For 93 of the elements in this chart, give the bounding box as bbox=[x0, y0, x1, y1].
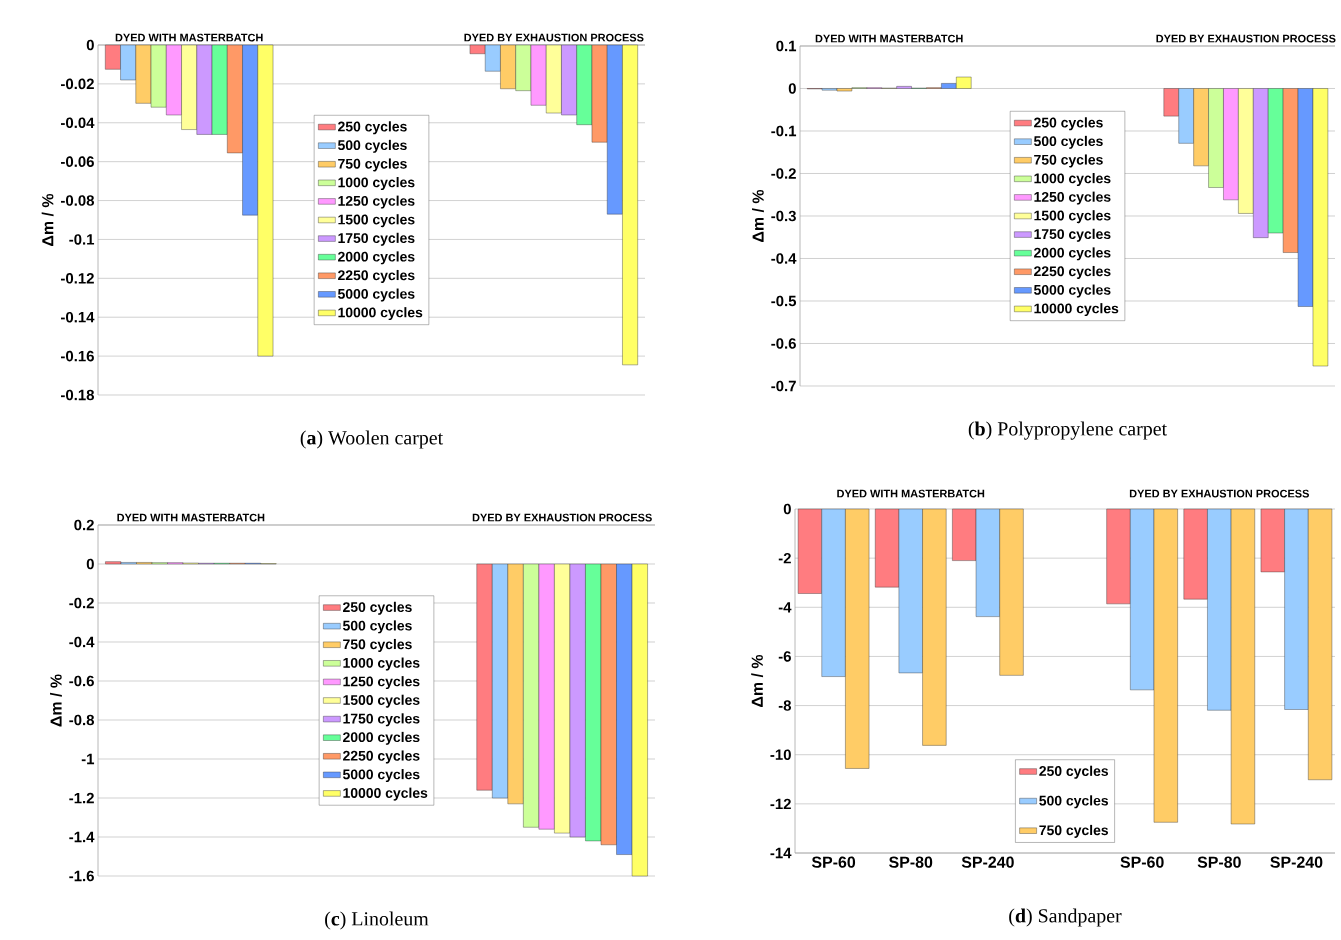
legend-label: 1250 cycles bbox=[338, 195, 415, 209]
legend-label: 1750 cycles bbox=[343, 713, 420, 727]
legend-label: 1750 cycles bbox=[1034, 228, 1111, 242]
x-tick-label: DYED WITH MASTERBATCH bbox=[815, 34, 963, 43]
legend-label: 500 cycles bbox=[342, 620, 412, 634]
legend-label: 2000 cycles bbox=[338, 251, 415, 265]
y-tick-label: -8 bbox=[778, 700, 792, 711]
legend-label: 5000 cycles bbox=[1033, 284, 1111, 298]
y-tick-label: -0.3 bbox=[771, 210, 796, 222]
y-tick-label: -0.16 bbox=[61, 350, 94, 362]
y-tick-label: -1 bbox=[81, 753, 95, 765]
legend-label: 1500 cycles bbox=[1034, 210, 1111, 224]
y-tick-label: -0.6 bbox=[771, 338, 796, 349]
legend-label: 500 cycles bbox=[1039, 795, 1109, 809]
y-tick-label: -1.6 bbox=[69, 870, 94, 882]
x-tick-label: DYED WITH MASTERBATCH bbox=[115, 33, 263, 42]
y-tick-label: -2 bbox=[778, 552, 791, 564]
legend-label: 1000 cycles bbox=[343, 657, 420, 671]
legend-label: 5000 cycles bbox=[342, 769, 420, 783]
x-tick-label: DYED BY EXHAUSTION PROCESS bbox=[1156, 34, 1336, 43]
x-tick-label: SP-60 bbox=[811, 856, 856, 868]
legend-label: 1500 cycles bbox=[343, 694, 420, 708]
text: DYED BY EXHAUSTION PROCESS bbox=[1129, 489, 1309, 498]
legend-label: 500 cycles bbox=[1033, 135, 1103, 149]
y-tick-label: -0.6 bbox=[69, 675, 94, 687]
legend-label: 1750 cycles bbox=[338, 232, 415, 246]
y-tick-label: 0 bbox=[86, 39, 94, 51]
legend-label: 1000 cycles bbox=[338, 177, 415, 191]
y-tick-label: -0.1 bbox=[69, 234, 95, 245]
legend-label: 1500 cycles bbox=[338, 214, 415, 228]
y-tick-label: -0.18 bbox=[61, 389, 95, 401]
y-tick-label: -0.08 bbox=[61, 195, 95, 206]
y-axis-title: Δm / % bbox=[50, 674, 62, 727]
legend-label: 1250 cycles bbox=[343, 676, 420, 690]
y-tick-label: 0.1 bbox=[776, 40, 797, 52]
y-tick-label: -0.02 bbox=[61, 78, 94, 90]
text: (c) Linoleum bbox=[325, 911, 429, 930]
legend-label: 10000 cycles bbox=[338, 307, 423, 321]
legend-label: 1250 cycles bbox=[1034, 191, 1111, 205]
text: DYED WITH MASTERBATCH bbox=[837, 489, 985, 498]
x-tick-label: SP-240 bbox=[961, 856, 1014, 868]
legend-label: 500 cycles bbox=[337, 139, 407, 153]
y-tick-label: -6 bbox=[778, 651, 791, 662]
y-tick-label: -0.1 bbox=[771, 125, 797, 137]
y-tick-label: -0.4 bbox=[771, 253, 797, 264]
legend-label: 10000 cycles bbox=[1034, 303, 1119, 317]
legend-label: 2250 cycles bbox=[338, 269, 415, 283]
legend-label: 1000 cycles bbox=[1034, 173, 1111, 187]
y-tick-label: -0.12 bbox=[61, 273, 94, 284]
y-tick-label: -12 bbox=[770, 798, 791, 810]
legend-label: 2000 cycles bbox=[1034, 247, 1111, 261]
y-tick-label: -1.2 bbox=[69, 792, 94, 804]
legend-label: 750 cycles bbox=[1034, 154, 1103, 168]
legend-label: 2250 cycles bbox=[343, 750, 420, 764]
y-tick-label: 0 bbox=[86, 558, 94, 570]
y-tick-label: -14 bbox=[770, 847, 792, 859]
y-tick-label: 0.2 bbox=[74, 519, 94, 531]
legend-label: 750 cycles bbox=[338, 158, 407, 172]
y-axis-title: Δm / % bbox=[752, 189, 764, 242]
legend-label: 250 cycles bbox=[343, 601, 412, 615]
y-tick-label: -0.2 bbox=[771, 168, 796, 179]
legend-label: 250 cycles bbox=[1034, 117, 1103, 131]
legend-label: 750 cycles bbox=[1039, 824, 1109, 838]
x-tick-label: SP-80 bbox=[1197, 856, 1241, 868]
y-tick-label: -0.7 bbox=[771, 380, 796, 392]
text: (a) Woolen carpet bbox=[300, 430, 444, 449]
y-axis-title: Δm / % bbox=[751, 654, 764, 707]
x-tick-label: DYED BY EXHAUSTION PROCESS bbox=[464, 33, 644, 42]
y-tick-label: -0.8 bbox=[69, 714, 95, 726]
y-tick-label: -0.04 bbox=[61, 117, 95, 129]
y-tick-label: -1.4 bbox=[69, 831, 95, 843]
text: (b) Polypropylene carpet bbox=[968, 421, 1168, 440]
legend-label: 2250 cycles bbox=[1034, 265, 1111, 279]
y-tick-label: 0 bbox=[783, 503, 791, 515]
y-tick-label: 0 bbox=[788, 83, 796, 94]
x-tick-label: SP-60 bbox=[1120, 856, 1164, 868]
y-tick-label: -0.4 bbox=[69, 636, 95, 648]
legend-label: 250 cycles bbox=[1039, 765, 1109, 779]
legend-label: 750 cycles bbox=[343, 638, 412, 652]
text: (d) Sandpaper bbox=[1009, 908, 1122, 927]
legend-label: 2000 cycles bbox=[343, 731, 420, 745]
legend-label: 10000 cycles bbox=[343, 787, 428, 801]
legend-label: 5000 cycles bbox=[337, 288, 415, 302]
y-tick-label: -0.06 bbox=[61, 156, 94, 167]
y-tick-label: -10 bbox=[770, 749, 791, 760]
y-tick-label: -0.2 bbox=[69, 597, 94, 609]
y-tick-label: -0.5 bbox=[771, 295, 797, 307]
y-tick-label: -0.14 bbox=[61, 311, 95, 323]
y-axis-title: Δm / % bbox=[41, 193, 54, 246]
legend-label: 250 cycles bbox=[338, 121, 407, 135]
x-tick-label: SP-80 bbox=[889, 856, 933, 868]
x-tick-label: SP-240 bbox=[1270, 856, 1323, 868]
y-tick-label: -4 bbox=[778, 602, 792, 613]
